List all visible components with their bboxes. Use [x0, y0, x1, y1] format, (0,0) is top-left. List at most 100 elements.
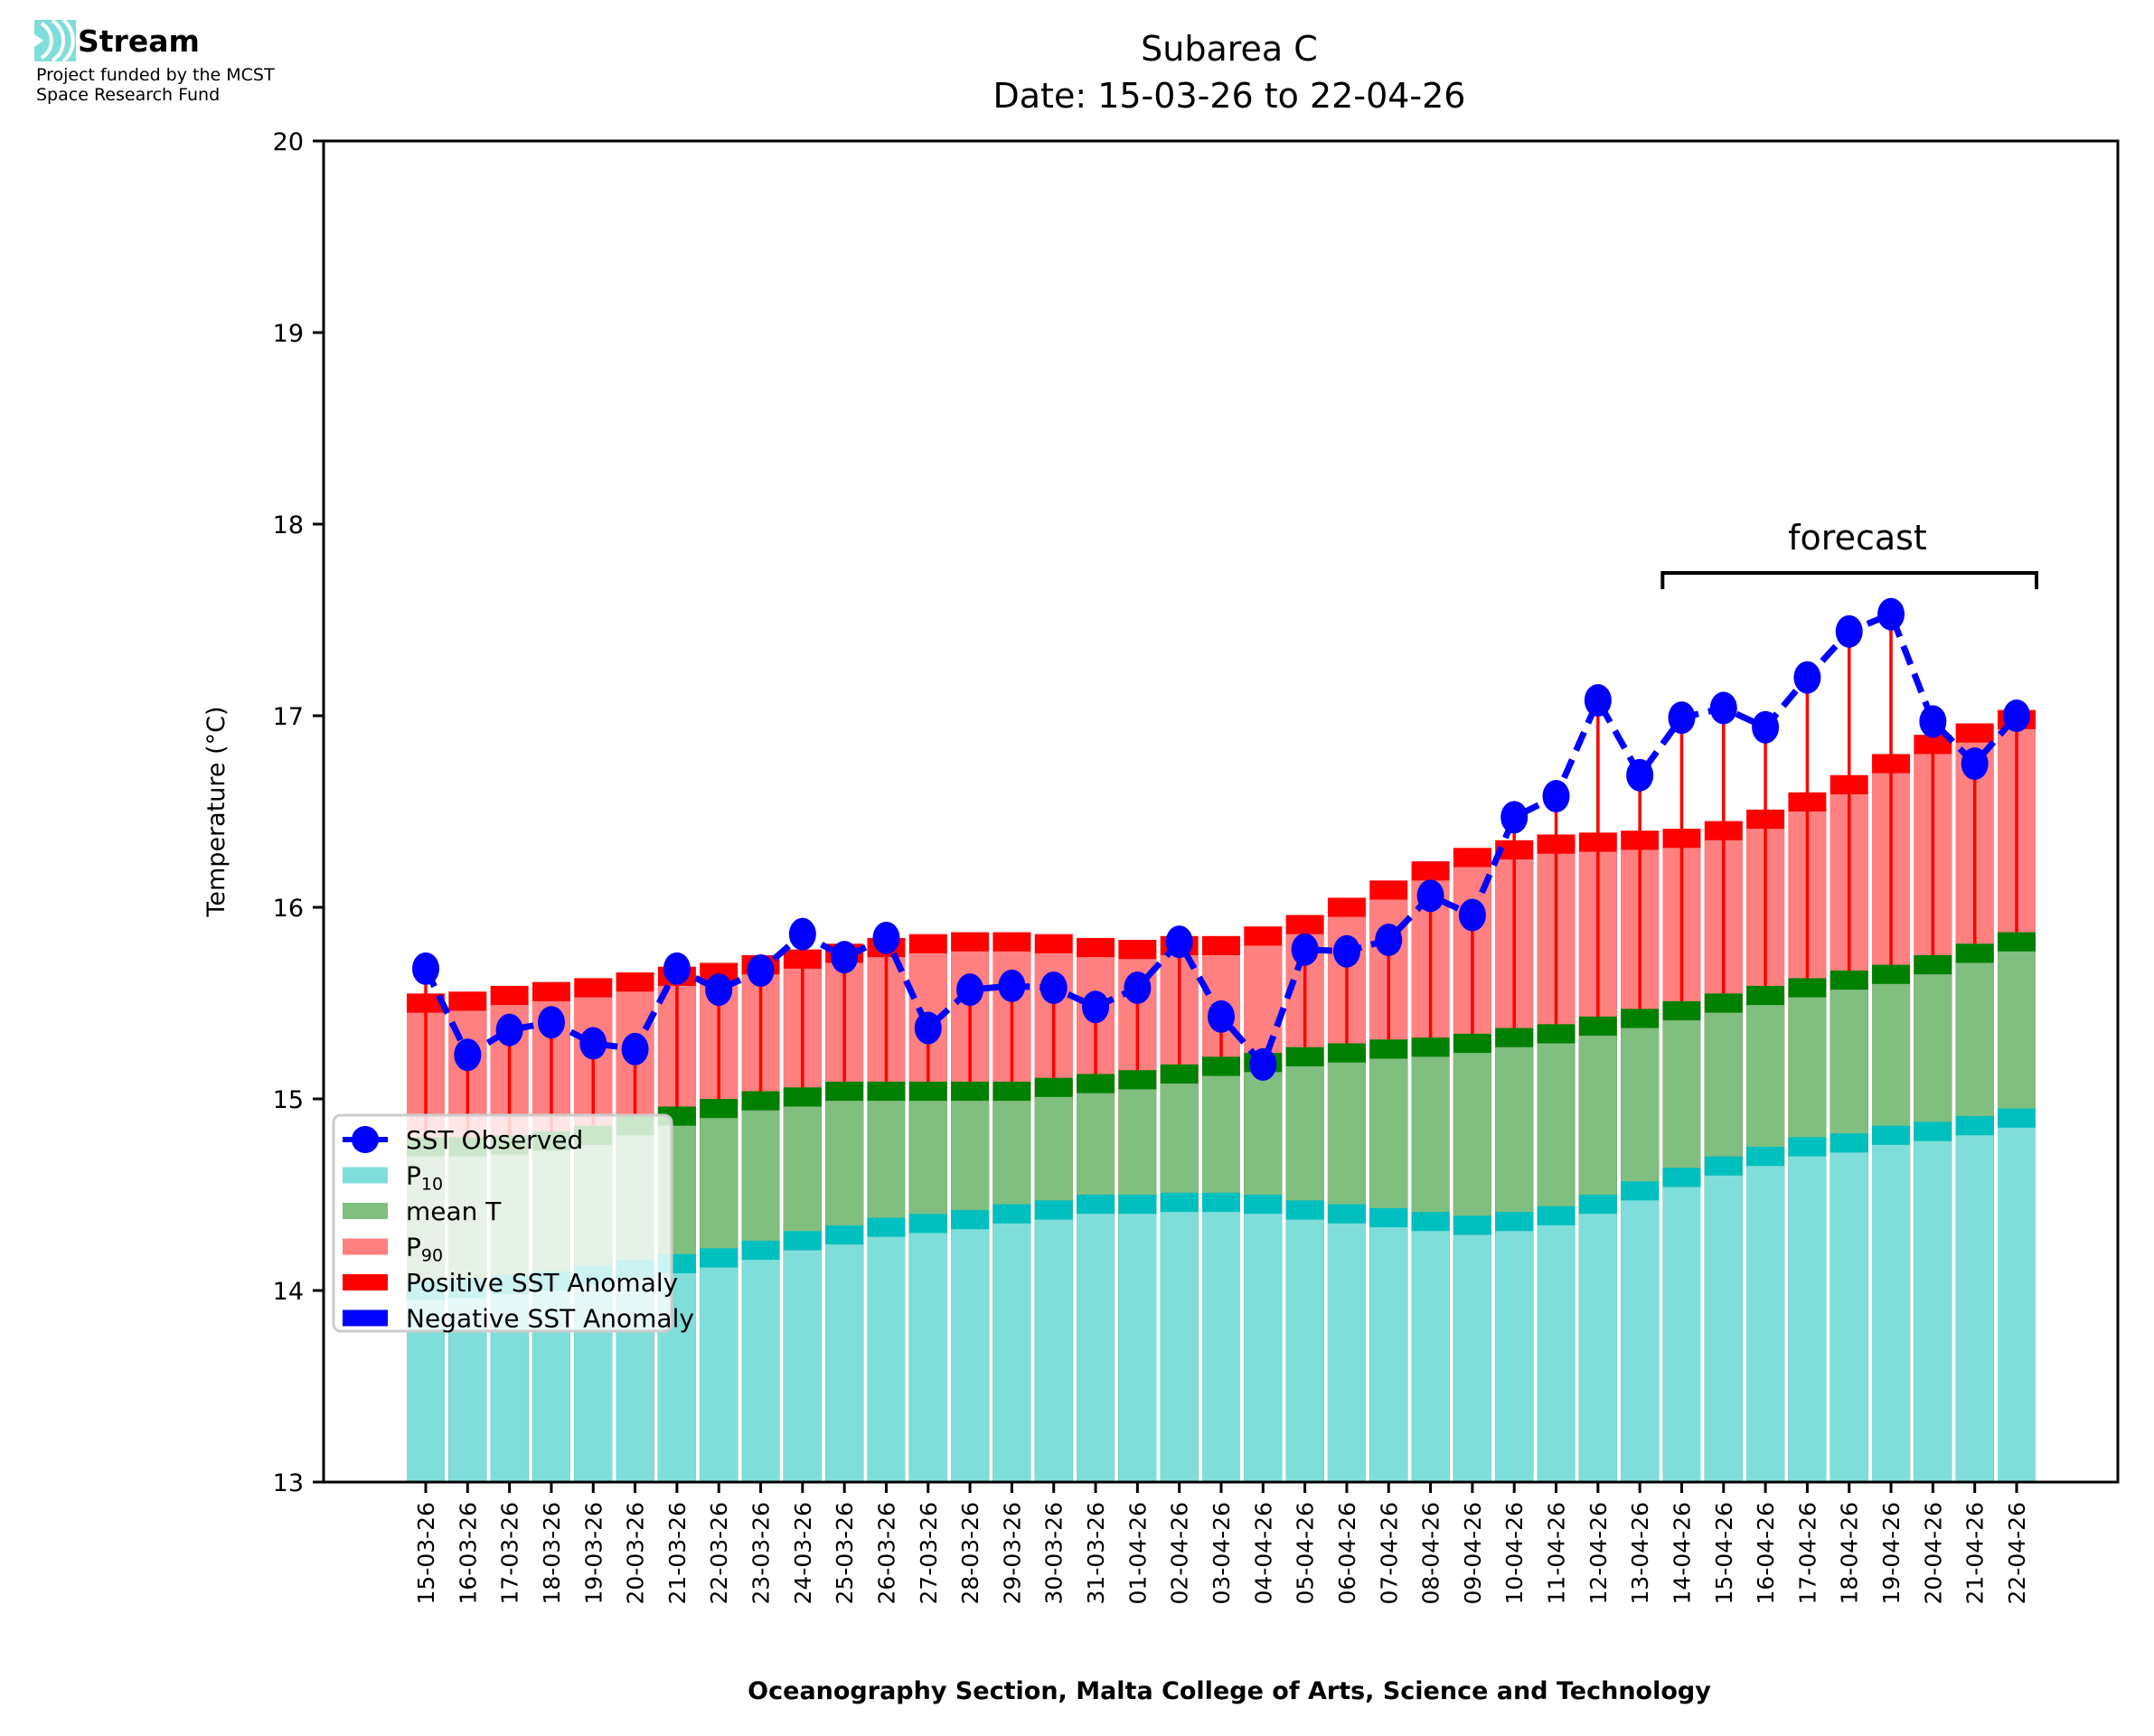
x-tick-label: 20-03-26 — [623, 1502, 649, 1604]
y-tick-label: 18 — [273, 511, 304, 540]
x-tick-label: 19-03-26 — [580, 1502, 607, 1604]
y-tick-label: 14 — [273, 1278, 304, 1306]
x-tick-label: 14-04-26 — [1669, 1502, 1695, 1604]
x-tick-label: 21-03-26 — [664, 1502, 691, 1604]
sst-observed-point — [1332, 934, 1360, 968]
x-tick-label: 19-04-26 — [1878, 1502, 1905, 1604]
sst-observed-point — [831, 941, 859, 974]
x-tick-label: 16-04-26 — [1753, 1502, 1779, 1604]
legend-label: mean T — [406, 1196, 502, 1226]
sst-observed-point — [1752, 710, 1780, 744]
p10-bar — [1829, 1152, 1868, 1482]
legend-label-subscript: 90 — [421, 1246, 443, 1266]
sst-observed-point — [1961, 747, 1989, 780]
bars-layer — [407, 709, 2036, 1482]
p10-bar — [1244, 1214, 1283, 1482]
sst-observed-point — [1584, 684, 1612, 718]
p10-bar — [1662, 1187, 1701, 1482]
x-tick-label: 22-04-26 — [2004, 1502, 2030, 1604]
x-tick-label: 01-04-26 — [1124, 1502, 1151, 1604]
sst-observed-point — [621, 1032, 649, 1065]
x-tick-label: 03-04-26 — [1209, 1502, 1235, 1604]
sst-observed-point — [1165, 925, 1193, 959]
x-tick-label: 11-04-26 — [1544, 1502, 1570, 1604]
sst-observed-point — [1082, 990, 1110, 1024]
stream-wave-icon — [34, 18, 76, 63]
x-tick-label: 25-03-26 — [832, 1502, 858, 1604]
observed-series-layer — [412, 597, 2030, 1081]
p10-bar — [1537, 1225, 1576, 1482]
y-tick-label: 20 — [273, 128, 304, 156]
p10-bar — [1034, 1219, 1073, 1482]
x-tick-label: 13-04-26 — [1627, 1502, 1653, 1604]
x-tick-label: 27-03-26 — [916, 1502, 942, 1604]
x-tick-label: 10-04-26 — [1501, 1502, 1528, 1604]
x-tick-label: 18-04-26 — [1837, 1502, 1863, 1604]
stream-logo: Stream Project funded by the MCST Space … — [34, 18, 275, 105]
p10-bar — [1369, 1227, 1408, 1482]
legend-label: SST Observed — [406, 1125, 583, 1155]
x-tick-label: 15-03-26 — [413, 1502, 439, 1604]
sst-observed-point — [412, 952, 439, 985]
p10-bar — [1872, 1144, 1911, 1482]
logo-name: Stream — [78, 23, 200, 59]
x-tick-label: 08-04-26 — [1418, 1502, 1444, 1604]
x-axis-label: Oceanography Section, Malta College of A… — [748, 1677, 1711, 1705]
sst-observed-point — [2003, 699, 2030, 732]
p10-bar — [825, 1244, 864, 1482]
forecast-label: forecast — [1788, 518, 1927, 558]
sst-observed-point — [495, 1013, 523, 1046]
p10-bar — [1202, 1212, 1240, 1482]
forecast-annotation: forecast — [1660, 518, 2038, 589]
p10-bar — [1327, 1223, 1366, 1482]
sst-observed-point — [1668, 701, 1696, 735]
p10-bar — [992, 1223, 1031, 1482]
y-axis-label: Temperature (°C) — [202, 706, 230, 917]
sst-observed-point — [1208, 999, 1235, 1033]
p10-bar — [1077, 1214, 1115, 1482]
legend-label-subscript: 10 — [421, 1175, 443, 1195]
x-tick-label: 30-03-26 — [1041, 1502, 1068, 1604]
x-tick-label: 21-04-26 — [1962, 1502, 1989, 1604]
legend-patch-swatch — [343, 1167, 388, 1184]
x-tick-label: 31-03-26 — [1083, 1502, 1109, 1604]
legend-label: Negative SST Anomaly — [406, 1304, 694, 1334]
x-tick-label: 22-03-26 — [706, 1502, 732, 1604]
sst-observed-point — [579, 1027, 607, 1060]
sst-observed-point — [1249, 1047, 1277, 1081]
x-tick-label: 23-03-26 — [748, 1502, 775, 1604]
x-tick-label: 04-04-26 — [1250, 1502, 1276, 1604]
x-tick-label: 29-03-26 — [999, 1502, 1025, 1604]
x-tick-label: 07-04-26 — [1376, 1502, 1402, 1604]
forecast-bracket — [1660, 571, 2038, 589]
x-tick-label: 05-04-26 — [1293, 1502, 1319, 1604]
p10-bar — [1160, 1212, 1199, 1482]
p10-bar — [1578, 1214, 1617, 1482]
sst-observed-point — [1919, 705, 1947, 738]
p10-bar — [951, 1229, 990, 1482]
sst-observed-point — [1626, 758, 1654, 792]
sst-observed-point — [1039, 971, 1068, 1005]
x-tick-label: 28-03-26 — [957, 1502, 983, 1604]
sst-observed-point — [1416, 879, 1444, 913]
p10-bar — [1495, 1231, 1534, 1482]
x-tick-label: 20-04-26 — [1920, 1502, 1946, 1604]
sst-observed-point — [1542, 780, 1570, 813]
sst-observed-point — [663, 952, 691, 985]
legend-box — [332, 1113, 673, 1333]
x-tick-label: 15-04-26 — [1711, 1502, 1737, 1604]
legend-patch-swatch — [343, 1238, 388, 1255]
p10-bar — [1746, 1166, 1785, 1482]
x-tick-label: 18-03-26 — [539, 1502, 565, 1604]
p10-bar — [908, 1233, 947, 1482]
x-tick-label: 16-03-26 — [455, 1502, 481, 1604]
y-tick-label: 15 — [273, 1086, 304, 1114]
legend-patch-swatch — [343, 1274, 388, 1290]
chart-subtitle: Date: 15-03-26 to 22-04-26 — [992, 76, 1466, 116]
p10-bar — [1411, 1231, 1450, 1482]
x-tick-label: 24-03-26 — [790, 1502, 816, 1604]
sst-observed-point — [914, 1011, 942, 1045]
sst-observed-point — [1375, 924, 1403, 957]
